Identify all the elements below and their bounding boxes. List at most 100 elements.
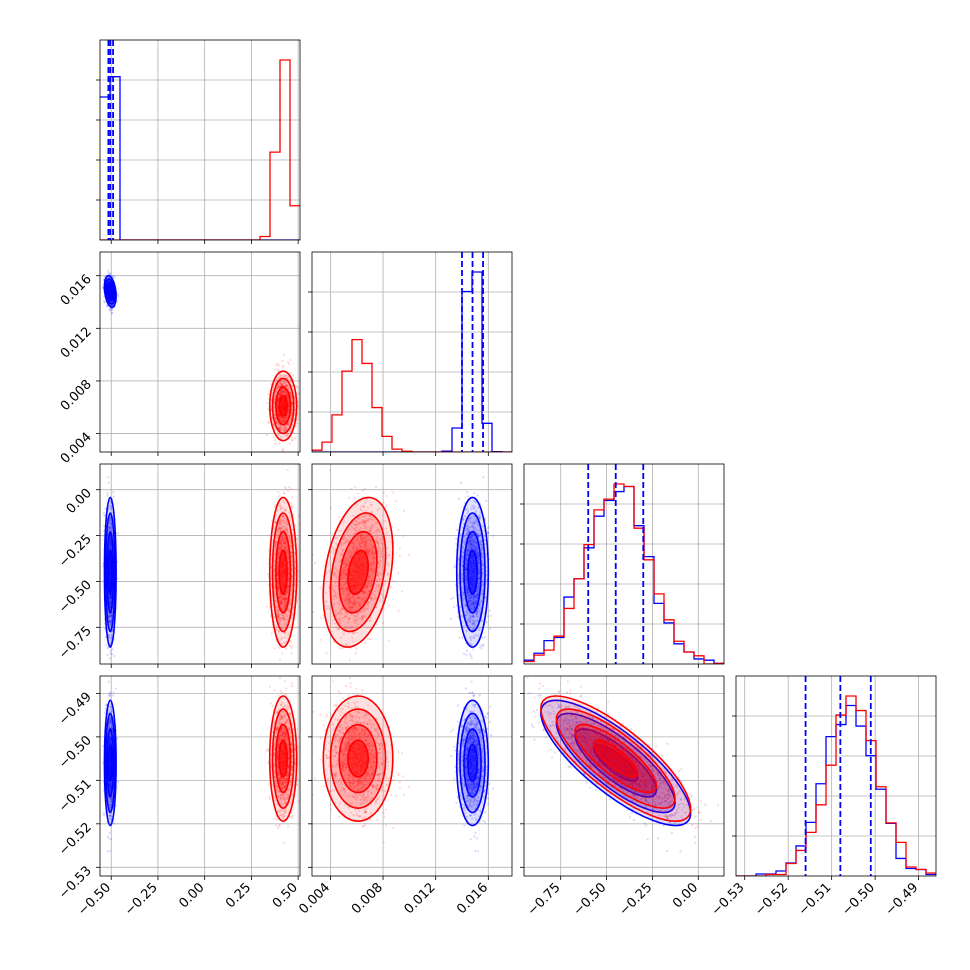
sample-point xyxy=(280,601,283,604)
sample-point xyxy=(284,381,287,384)
sample-point xyxy=(289,391,292,394)
sample-point xyxy=(290,426,293,429)
sample-point xyxy=(109,537,112,540)
sample-point xyxy=(292,374,295,377)
sample-point xyxy=(278,541,282,544)
sample-point xyxy=(276,410,279,413)
sample-point xyxy=(273,559,276,563)
sample-point xyxy=(277,522,280,525)
sample-point xyxy=(109,517,112,521)
sample-point xyxy=(282,428,285,431)
sample-point xyxy=(284,526,287,529)
sample-point xyxy=(108,597,111,600)
sample-point xyxy=(280,382,283,386)
sample-point xyxy=(290,487,293,490)
sample-point xyxy=(282,515,285,518)
sample-point xyxy=(287,404,290,407)
sample-point xyxy=(285,597,288,600)
sample-point xyxy=(278,441,281,445)
sample-point xyxy=(290,394,293,398)
sample-point xyxy=(283,598,286,601)
sample-point xyxy=(267,393,270,396)
sample-point xyxy=(279,392,282,396)
sample-point xyxy=(278,646,281,649)
sample-point xyxy=(103,300,106,303)
sample-point xyxy=(273,400,276,403)
sample-point xyxy=(110,521,113,524)
sample-point xyxy=(283,392,286,396)
sample-point xyxy=(466,491,469,494)
sample-point xyxy=(277,385,280,388)
sample-point xyxy=(282,492,286,495)
sample-point xyxy=(279,382,282,385)
sample-point xyxy=(273,428,277,431)
sample-point xyxy=(287,566,290,569)
sample-point xyxy=(109,537,112,540)
sample-point xyxy=(277,400,280,403)
sample-point xyxy=(281,384,285,387)
sample-point xyxy=(285,416,288,419)
sample-point xyxy=(108,602,112,605)
sample-point xyxy=(288,421,291,424)
sample-point xyxy=(281,596,284,599)
sample-point xyxy=(109,523,112,526)
sample-point xyxy=(109,602,112,605)
sample-point xyxy=(283,416,286,419)
sample-point xyxy=(287,400,290,403)
sample-point xyxy=(285,414,288,418)
sample-point xyxy=(276,397,280,400)
sample-point xyxy=(110,296,113,300)
sample-point xyxy=(103,514,106,517)
sample-point xyxy=(284,374,288,377)
sample-point xyxy=(106,647,109,650)
grid-lines xyxy=(100,464,300,664)
sample-point xyxy=(285,393,288,397)
axes-frame xyxy=(99,39,301,241)
sample-point xyxy=(286,395,289,399)
sample-point xyxy=(273,647,276,650)
subplot-0-0 xyxy=(96,39,301,244)
sample-point xyxy=(108,617,111,620)
sample-point xyxy=(303,553,305,555)
sample-point xyxy=(290,408,294,411)
sample-point xyxy=(289,420,292,424)
sample-point xyxy=(279,385,282,388)
sample-point xyxy=(290,652,293,655)
sample-point xyxy=(283,486,287,489)
sample-point xyxy=(107,528,111,531)
sample-point xyxy=(278,619,281,623)
sample-point xyxy=(292,513,295,516)
sample-point xyxy=(279,381,282,384)
sample-point xyxy=(290,646,293,649)
sample-point xyxy=(282,419,285,423)
sample-point xyxy=(278,597,282,600)
sample-point xyxy=(108,526,111,529)
sample-point xyxy=(290,545,293,548)
sample-point xyxy=(108,614,111,618)
sample-point xyxy=(105,644,108,647)
sample-point xyxy=(111,653,114,656)
sample-point xyxy=(108,307,111,310)
y-tick-label: −0.50 xyxy=(56,578,95,617)
sample-point xyxy=(280,519,283,522)
sample-point xyxy=(291,438,294,442)
sample-point xyxy=(286,410,290,413)
y-tick-label: 0.008 xyxy=(58,377,95,414)
sample-point xyxy=(108,284,111,287)
sample-point xyxy=(112,274,115,277)
sample-point xyxy=(109,595,113,598)
sample-point xyxy=(286,396,289,399)
sample-point xyxy=(285,426,288,430)
sample-point xyxy=(109,308,112,311)
sample-point xyxy=(109,535,112,538)
sample-point xyxy=(277,412,280,415)
sample-point xyxy=(282,418,285,422)
sample-point xyxy=(110,296,113,299)
sample-point xyxy=(281,528,285,531)
sample-point xyxy=(108,541,111,544)
sample-point xyxy=(279,374,282,378)
sample-point xyxy=(277,414,280,417)
sample-point xyxy=(103,301,106,304)
sample-point xyxy=(293,437,297,440)
